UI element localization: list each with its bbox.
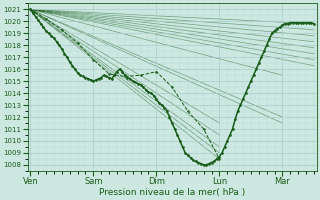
X-axis label: Pression niveau de la mer( hPa ): Pression niveau de la mer( hPa ) bbox=[99, 188, 245, 197]
